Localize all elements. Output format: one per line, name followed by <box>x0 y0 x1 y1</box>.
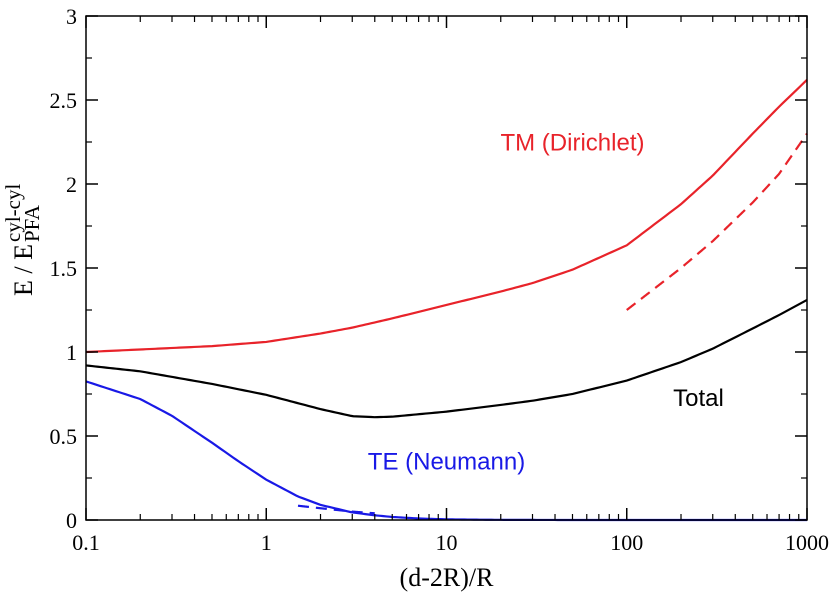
x-tick-label: 1 <box>261 530 272 555</box>
y-tick-label: 2.5 <box>50 88 78 113</box>
plot-frame <box>85 15 808 521</box>
series-line-2 <box>85 298 808 419</box>
y-axis-title-superscript: cyl-cyl <box>1 184 25 242</box>
x-axis-title: (d-2R)/R <box>400 563 495 592</box>
svg-text:PFA: PFA <box>20 204 44 242</box>
x-tick-label: 10 <box>436 530 458 555</box>
series-line-5 <box>297 504 375 515</box>
y-axis-title-main: E / E <box>9 244 38 296</box>
ticks-layer: 0.1 1 10 100 1000 0 0.5 1 1.5 2 2.5 3 <box>50 4 830 555</box>
svg-text:cyl-cyl: cyl-cyl <box>1 184 25 242</box>
series-line-4 <box>626 132 808 311</box>
y-tick-label: 0.5 <box>50 424 78 449</box>
y-tick-label: 2 <box>66 172 77 197</box>
x-tick-label: 100 <box>610 530 643 555</box>
y-tick-label: 0 <box>66 508 77 533</box>
annotations-layer: TM (Dirichlet) Total TE (Neumann) <box>368 129 724 475</box>
svg-text:E / E: E / E <box>9 244 38 296</box>
y-tick-label: 1 <box>66 340 77 365</box>
x-tick-label: 0.1 <box>72 530 100 555</box>
tm-dirichlet-label: TM (Dirichlet) <box>500 129 644 156</box>
y-axis-title-subscript: PFA <box>20 204 44 242</box>
y-tick-label: 3 <box>66 4 77 29</box>
te-neumann-label: TE (Neumann) <box>368 449 525 476</box>
y-axis-title: E / E cyl-cyl PFA <box>1 184 44 296</box>
series-line-1 <box>85 79 808 354</box>
y-tick-label: 1.5 <box>50 256 78 281</box>
total-label: Total <box>673 385 724 412</box>
x-tick-label: 1000 <box>785 530 829 555</box>
